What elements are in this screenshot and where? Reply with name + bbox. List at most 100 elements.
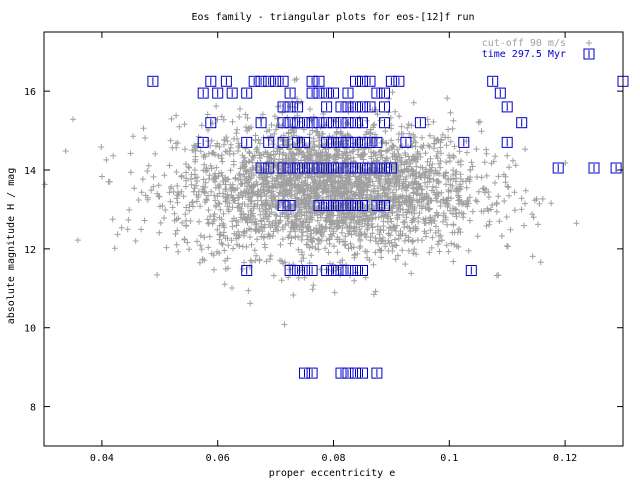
y-tick-label: 8	[30, 403, 36, 414]
square-point	[385, 162, 397, 174]
square-point	[371, 136, 383, 148]
cloud-plus-markers	[41, 76, 580, 328]
square-point	[205, 75, 217, 87]
square-point	[342, 367, 354, 379]
square-point	[306, 75, 318, 87]
x-tick-label: 0.04	[90, 453, 114, 464]
square-point	[284, 87, 296, 99]
square-point	[357, 200, 368, 211]
square-point	[357, 136, 368, 148]
square-point	[379, 162, 390, 174]
square-point	[328, 162, 339, 174]
square-point	[220, 75, 232, 87]
square-point	[335, 117, 347, 129]
square-point	[371, 367, 383, 379]
square-point	[328, 136, 339, 148]
legend-square-icon	[583, 48, 595, 60]
square-point	[248, 75, 260, 87]
square-point	[357, 101, 368, 113]
x-tick-label: 0.1	[440, 453, 458, 464]
square-point	[400, 136, 412, 148]
square-point	[364, 136, 376, 148]
square-point	[313, 162, 325, 174]
square-point	[328, 265, 339, 276]
square-point	[335, 200, 347, 211]
square-point	[350, 200, 361, 211]
square-point	[335, 265, 347, 276]
square-point	[501, 136, 513, 148]
square-point	[277, 75, 289, 87]
square-point	[379, 117, 390, 129]
square-point	[313, 75, 325, 87]
square-point	[357, 367, 368, 379]
square-point	[328, 200, 339, 211]
square-point	[313, 87, 325, 99]
square-point	[241, 136, 253, 148]
square-point	[364, 162, 376, 174]
square-point	[342, 200, 354, 211]
square-point	[205, 117, 217, 129]
square-point	[284, 117, 296, 129]
y-tick-label: 16	[24, 87, 36, 98]
square-point	[335, 101, 347, 113]
square-point	[350, 117, 361, 129]
square-point	[313, 117, 325, 129]
square-point	[277, 101, 289, 113]
square-point	[414, 117, 426, 129]
square-point	[255, 162, 267, 174]
square-point	[350, 162, 361, 174]
square-point	[255, 117, 267, 129]
square-point	[465, 265, 477, 276]
y-tick-label: 12	[24, 245, 36, 256]
square-point	[335, 367, 347, 379]
square-point	[321, 87, 333, 99]
square-point	[306, 117, 318, 129]
square-point	[610, 162, 622, 174]
square-point	[277, 117, 289, 129]
legend: cut-off 90 m/s time 297.5 Myr	[482, 38, 595, 60]
x-tick-label: 0.12	[553, 453, 577, 464]
square-point	[299, 162, 310, 174]
square-point	[321, 265, 333, 276]
square-point	[292, 162, 304, 174]
square-point	[393, 75, 405, 87]
square-point	[321, 162, 333, 174]
square-point	[357, 265, 368, 276]
square-point	[226, 87, 238, 99]
square-point	[357, 162, 368, 174]
square-point	[277, 136, 289, 148]
square-point	[350, 75, 361, 87]
square-point	[501, 101, 513, 113]
square-point	[321, 117, 333, 129]
square-point	[350, 265, 361, 276]
square-point	[212, 87, 224, 99]
square-point	[494, 87, 506, 99]
square-point	[335, 136, 347, 148]
square-point	[292, 101, 304, 113]
points-layer	[41, 75, 629, 379]
square-point	[284, 265, 296, 276]
square-point	[299, 117, 310, 129]
square-point	[263, 75, 275, 87]
square-point	[385, 75, 397, 87]
square-point	[241, 87, 253, 99]
square-point	[197, 136, 209, 148]
x-axis-label: proper eccentricity e	[269, 468, 395, 479]
legend-label-cloud: cut-off 90 m/s	[482, 38, 566, 49]
y-tick-label: 14	[24, 166, 36, 177]
square-point	[299, 265, 310, 276]
chart-title: Eos family - triangular plots for eos-[1…	[192, 12, 475, 23]
square-point	[371, 87, 383, 99]
square-point	[458, 136, 470, 148]
square-point	[350, 367, 361, 379]
square-point	[284, 101, 296, 113]
square-point	[371, 200, 383, 211]
square-point	[342, 162, 354, 174]
square-point	[306, 87, 318, 99]
square-point	[241, 265, 253, 276]
square-point	[328, 117, 339, 129]
square-point	[371, 162, 383, 174]
square-point	[342, 117, 354, 129]
square-point	[306, 265, 318, 276]
